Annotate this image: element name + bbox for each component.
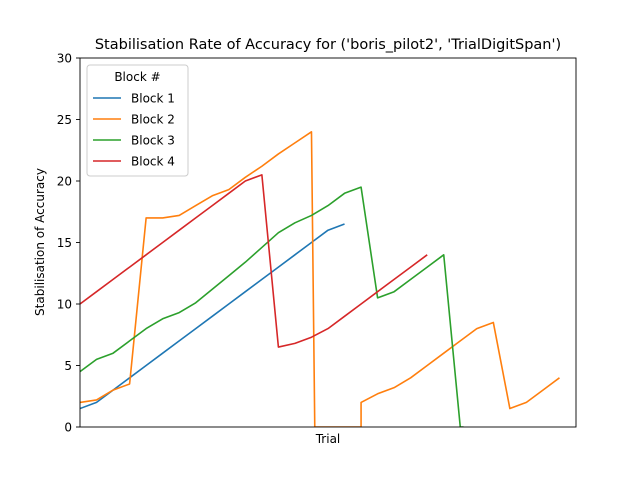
series-line-block-3: [80, 186, 464, 427]
series-lines: [80, 131, 560, 427]
x-axis-label: Trial: [315, 432, 341, 446]
legend: Block # Block 1 Block 2 Block 3 Block 4: [86, 64, 189, 177]
chart-title: Stabilisation Rate of Accuracy for ('bor…: [95, 37, 561, 53]
legend-entry: Block 1: [131, 92, 175, 106]
y-tick-label: 15: [57, 236, 72, 250]
y-axis-ticks: 0 5 10 15 20 25 30: [57, 52, 80, 435]
y-tick-label: 0: [64, 421, 72, 435]
legend-entry: Block 2: [131, 113, 175, 127]
legend-entry: Block 4: [131, 155, 175, 169]
y-tick-label: 10: [57, 298, 72, 312]
y-tick-label: 25: [57, 113, 72, 127]
series-line-block-1: [80, 223, 345, 410]
legend-entry: Block 3: [131, 134, 175, 148]
legend-title: Block #: [114, 70, 160, 84]
y-tick-label: 5: [64, 359, 72, 373]
series-line-block-2: [80, 131, 560, 427]
y-tick-label: 30: [57, 52, 72, 66]
legend-box: [86, 64, 189, 177]
y-axis-label: Stabilisation of Accuracy: [33, 168, 47, 316]
y-tick-label: 20: [57, 175, 72, 189]
series-line-block-4: [80, 174, 428, 348]
